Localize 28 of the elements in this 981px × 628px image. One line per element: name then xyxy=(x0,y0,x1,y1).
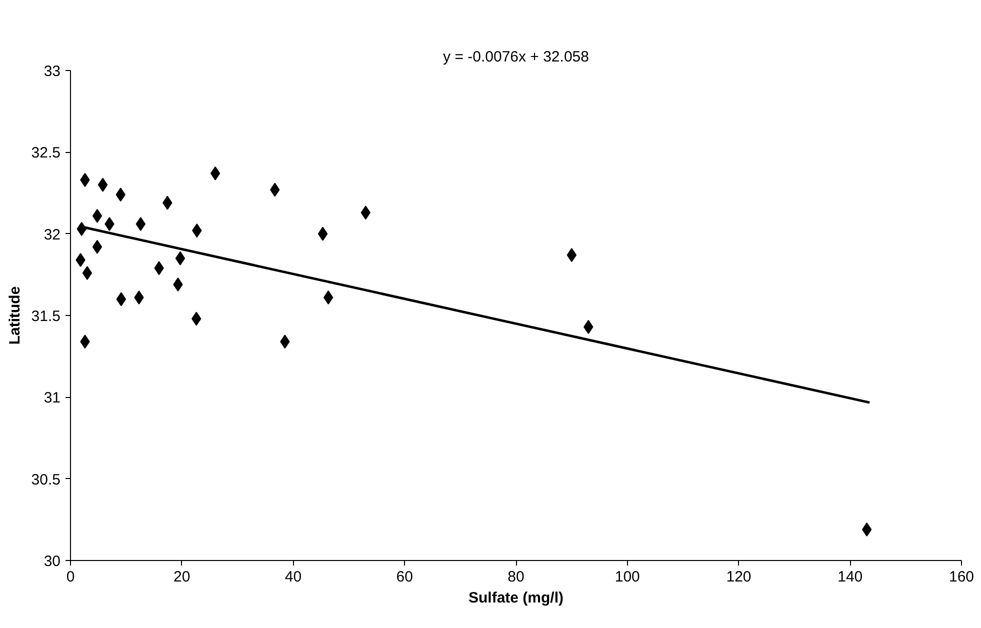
x-tick-label: 60 xyxy=(396,568,413,586)
x-tick-label: 140 xyxy=(838,568,863,586)
point xyxy=(175,251,186,266)
point xyxy=(566,248,577,262)
x-tick-label: 120 xyxy=(726,568,752,586)
y-tick-label: 31.5 xyxy=(31,308,61,325)
point xyxy=(82,266,92,280)
y-axis-title: Latitude xyxy=(6,286,24,345)
x-tick-label: 0 xyxy=(66,568,75,586)
y-tick-label: 30.5 xyxy=(31,471,61,488)
x-axis-title: Sulfate (mg/l) xyxy=(468,590,564,606)
point xyxy=(92,240,102,254)
point xyxy=(98,178,108,192)
x-tick-label: 80 xyxy=(508,568,524,586)
point xyxy=(92,208,102,223)
y-tick-label: 32 xyxy=(44,226,61,244)
point xyxy=(116,292,126,306)
point xyxy=(210,166,220,180)
x-tick-label: 160 xyxy=(948,568,974,586)
x-tick-label: 100 xyxy=(614,568,640,586)
text: y = -0.0076x + 32.058 xyxy=(443,48,589,66)
y-tick-label: 33 xyxy=(44,63,61,80)
x-tick-label: 20 xyxy=(174,568,190,586)
x-tick-label: 40 xyxy=(284,568,302,586)
y-tick-label: 32.5 xyxy=(31,144,61,162)
y-tick-label: 30 xyxy=(44,553,61,570)
point xyxy=(318,226,328,241)
y-tick-label: 31 xyxy=(44,390,61,407)
